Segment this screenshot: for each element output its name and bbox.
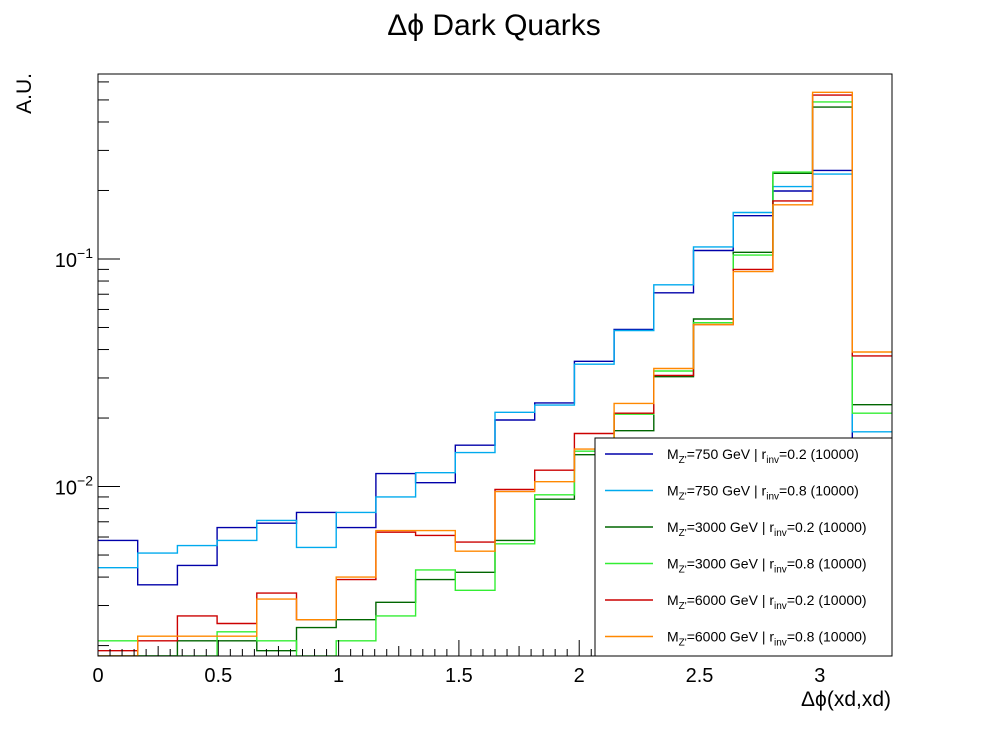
x-tick-label: 1.5 — [445, 665, 473, 687]
legend-box — [594, 437, 893, 657]
x-axis-label: Δϕ(xd,xd) — [801, 688, 891, 711]
plot-area — [98, 91, 892, 656]
chart-title: Δϕ Dark Quarks — [387, 9, 601, 42]
y-axis-label: A.U. — [13, 73, 36, 114]
y-tick-label: 10−1 — [55, 245, 93, 272]
axes: 0 0.5 1 1.5 2 2.5 3 10−2 10−1 — [55, 73, 893, 687]
series-line-6 — [98, 91, 892, 656]
legend-label-6: MZ'=6000 GeV | rinv=0.8 (10000) — [667, 629, 867, 649]
legend-label-5: MZ'=6000 GeV | rinv=0.2 (10000) — [667, 592, 867, 612]
legend-label-2: MZ'=750 GeV | rinv=0.8 (10000) — [667, 483, 859, 503]
y-tick-label: 10−2 — [55, 473, 93, 500]
x-tick-label: 1 — [333, 665, 344, 687]
x-tick-label: 0 — [92, 665, 103, 687]
series-line-2 — [98, 173, 892, 569]
x-tick-label: 0.5 — [204, 665, 232, 687]
series-line-3 — [98, 106, 892, 656]
legend-label-3: MZ'=3000 GeV | rinv=0.2 (10000) — [667, 519, 867, 539]
legend: MZ'=750 GeV | rinv=0.2 (10000) MZ'=750 Ge… — [594, 437, 893, 657]
legend-label-4: MZ'=3000 GeV | rinv=0.8 (10000) — [667, 556, 867, 576]
x-tick-label: 3 — [814, 665, 825, 687]
x-tick-label: 2 — [574, 665, 585, 687]
legend-label-1: MZ'=750 GeV | rinv=0.2 (10000) — [667, 446, 859, 466]
x-tick-label: 2.5 — [686, 665, 714, 687]
